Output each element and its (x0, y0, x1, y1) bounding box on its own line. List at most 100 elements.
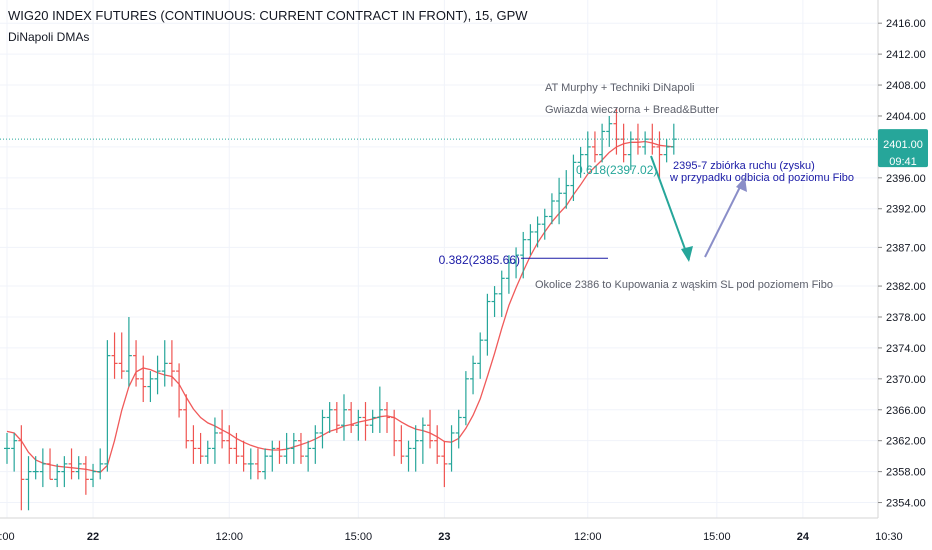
y-tick-label: 2396.00 (886, 173, 926, 185)
ohlc-bar (642, 131, 649, 155)
ohlc-bar (391, 409, 398, 457)
y-tick-label: 2366.00 (886, 405, 926, 417)
y-tick-label: 2382.00 (886, 281, 926, 293)
ohlc-bar (584, 131, 591, 171)
ohlc-bar (319, 409, 326, 449)
x-tick-label: 23 (438, 531, 450, 543)
last-price-badge: 2401.00 09:41 (878, 129, 928, 168)
ohlc-bar (154, 355, 161, 395)
annotation-target1: 2395-7 zbiórka ruchu (zysku) (673, 160, 815, 172)
ohlc-bar (297, 432, 304, 464)
ohlc-bar (219, 409, 226, 449)
ohlc-bar (376, 386, 383, 433)
ohlc-bar (477, 332, 484, 379)
ohlc-bar (54, 463, 61, 488)
ohlc-bar (548, 193, 555, 225)
ohlc-bar (412, 425, 419, 472)
bar-countdown: 09:41 (889, 156, 917, 168)
y-tick-label: 2408.00 (886, 80, 926, 92)
dma-lines (6, 140, 674, 474)
ohlc-bar (470, 355, 477, 395)
ohlc-bar (541, 208, 548, 240)
ohlc-bar (513, 247, 520, 279)
y-tick-label: 2392.00 (886, 204, 926, 216)
ohlc-bar (25, 456, 32, 511)
ohlc-bar (211, 417, 218, 464)
y-tick-label: 2387.00 (886, 242, 926, 254)
ohlc-bar (161, 340, 168, 387)
ohlc-bar (97, 448, 104, 480)
ohlc-bar (269, 440, 276, 472)
ohlc-bar (312, 425, 319, 464)
ohlc-bar (176, 363, 183, 418)
chart-title: WIG20 INDEX FUTURES (CONTINUOUS: CURRENT… (8, 8, 528, 23)
ohlc-bar (168, 340, 175, 387)
ohlc-bar (262, 448, 269, 480)
ohlc-bar (75, 456, 82, 480)
x-tick-label: 12:00 (574, 531, 602, 543)
ohlc-bar (634, 123, 641, 155)
y-tick-label: 2370.00 (886, 374, 926, 386)
ohlc-bar (441, 440, 448, 488)
ohlc-bar (333, 402, 340, 433)
ohlc-bar (462, 371, 469, 426)
ohlc-bar (405, 440, 412, 472)
ohlc-bar (384, 402, 391, 433)
ohlc-bars (4, 108, 677, 511)
ohlc-bar (340, 394, 347, 441)
ohlc-bar (520, 231, 527, 279)
ohlc-bar (240, 440, 247, 472)
ohlc-bar (18, 425, 25, 511)
ohlc-bar (290, 432, 297, 464)
x-tick-label: 15:00 (345, 531, 373, 543)
ohlc-bar (491, 286, 498, 317)
time-axis[interactable]: :00 22 12:00 15:00 23 12:00 15:00 24 10:30 (0, 517, 932, 550)
price-axis[interactable]: 2354.00 2358.00 2362.00 2366.00 2370.00 2374.… (877, 0, 932, 518)
ohlc-bar (147, 371, 154, 403)
ohlc-bar (434, 425, 441, 464)
ohlc-bar (68, 448, 75, 480)
x-tick-label: 22 (87, 531, 99, 543)
ohlc-bar (527, 224, 534, 256)
ohlc-bar (362, 402, 369, 441)
ohlc-bar (369, 409, 376, 433)
ohlc-bar (563, 170, 570, 209)
ohlc-bar (498, 270, 505, 317)
annotation-line2: Gwiazda wieczorna + Bread&Butter (545, 104, 719, 116)
ohlc-bar (355, 409, 362, 441)
ohlc-bar (111, 332, 118, 379)
last-price-value: 2401.00 (883, 139, 923, 151)
ohlc-bar (226, 425, 233, 464)
x-tick-label: :00 (0, 531, 15, 543)
annotation-buy-note: Okolice 2386 to Kupowania z wąskim SL po… (535, 279, 833, 291)
ohlc-bar (233, 432, 240, 464)
ohlc-bar (326, 402, 333, 433)
y-tick-label: 2378.00 (886, 312, 926, 324)
ohlc-bar (140, 355, 147, 403)
ohlc-bar (505, 255, 512, 294)
ohlc-bar (419, 417, 426, 464)
fibonacci-levels: 0.382(2385.66) 0.618(2397.02) (439, 163, 658, 267)
y-tick-label: 2354.00 (886, 498, 926, 510)
fib-618-label: 0.618(2397.02) (576, 163, 657, 177)
ohlc-bar (577, 146, 584, 178)
ohlc-bar (90, 463, 97, 488)
y-tick-label: 2404.00 (886, 111, 926, 123)
ohlc-bar (118, 332, 125, 379)
ohlc-bar (190, 425, 197, 464)
up-arrow (704, 177, 747, 258)
ohlc-bar (606, 115, 613, 147)
annotation-target2: w przypadku odbicia od poziomu Fibo (669, 172, 854, 184)
ohlc-bar (82, 456, 89, 495)
ohlc-bar (427, 409, 434, 449)
ohlc-bar (204, 440, 211, 464)
ohlc-bar (591, 131, 598, 163)
ohlc-bar (197, 432, 204, 464)
indicator-label[interactable]: DiNapoli DMAs (8, 30, 89, 44)
x-tick-label: 12:00 (216, 531, 244, 543)
ohlc-bar (247, 448, 254, 480)
ohlc-bar (104, 340, 111, 472)
down-arrow (650, 155, 693, 262)
ohlc-bar (254, 448, 261, 480)
